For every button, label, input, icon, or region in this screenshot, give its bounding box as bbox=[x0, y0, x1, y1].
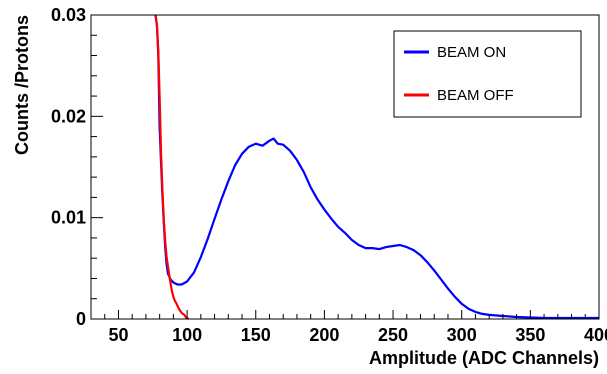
x-tick-label: 100 bbox=[172, 325, 202, 345]
y-tick-label: 0 bbox=[76, 309, 86, 329]
y-axis-title: Counts /Protons bbox=[12, 15, 32, 155]
x-tick-label: 150 bbox=[241, 325, 271, 345]
legend-label-beam-off: BEAM OFF bbox=[437, 87, 514, 104]
y-tick-label: 0.03 bbox=[51, 5, 86, 25]
x-axis-title: Amplitude (ADC Channels) bbox=[369, 348, 599, 368]
x-tick-label: 250 bbox=[378, 325, 408, 345]
legend: BEAM ON BEAM OFF bbox=[393, 30, 582, 118]
legend-label-beam-on: BEAM ON bbox=[437, 44, 506, 61]
x-tick-label: 350 bbox=[515, 325, 545, 345]
x-tick-label: 400 bbox=[584, 325, 607, 345]
x-tick-label: 200 bbox=[309, 325, 339, 345]
x-tick-label: 300 bbox=[447, 325, 477, 345]
series-line-beam-off bbox=[154, 14, 190, 320]
legend-box bbox=[393, 30, 582, 118]
series-line-beam-on bbox=[154, 14, 599, 320]
x-tick-label: 50 bbox=[108, 325, 128, 345]
y-tick-label: 0.02 bbox=[51, 106, 86, 126]
y-tick-label: 0.01 bbox=[51, 208, 86, 228]
plot-frame bbox=[90, 14, 600, 320]
